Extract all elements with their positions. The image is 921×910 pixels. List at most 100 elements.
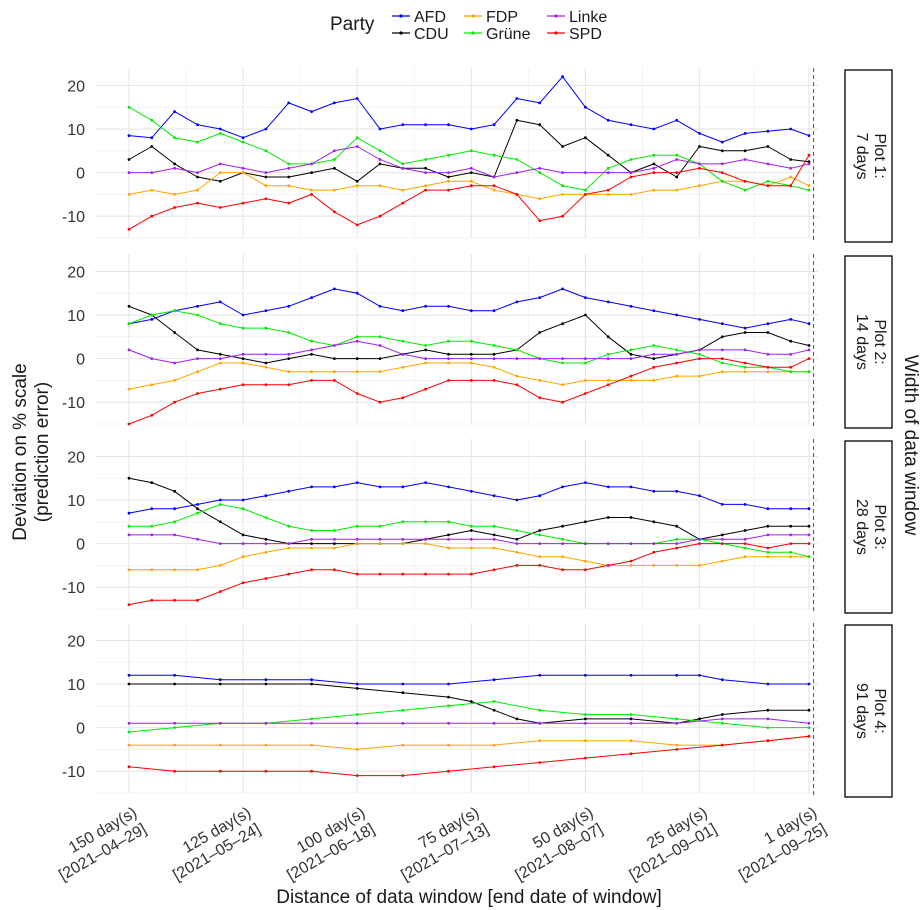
data-point-fdp bbox=[675, 564, 679, 567]
data-point-afd bbox=[424, 304, 427, 308]
data-point-fdp bbox=[333, 188, 336, 192]
data-point-linke bbox=[492, 537, 496, 541]
data-point-cdu bbox=[401, 691, 405, 695]
data-point-cdu bbox=[241, 357, 245, 360]
data-point-linke bbox=[675, 542, 679, 545]
series-linke bbox=[127, 339, 811, 365]
data-point-cdu bbox=[538, 529, 542, 532]
data-point-linke bbox=[447, 171, 450, 175]
data-point-linke bbox=[173, 533, 177, 537]
data-point-spd bbox=[287, 572, 291, 576]
data-point-gr-ne bbox=[492, 344, 496, 347]
series-afd bbox=[127, 287, 811, 330]
data-point-fdp bbox=[492, 546, 496, 550]
data-point-linke bbox=[720, 348, 724, 352]
data-point-cdu bbox=[606, 516, 610, 519]
data-point-linke bbox=[720, 162, 724, 166]
data-point-afd bbox=[264, 309, 268, 313]
legend-label-cdu: CDU bbox=[414, 26, 449, 43]
data-point-gr-ne bbox=[310, 339, 313, 343]
data-point-fdp bbox=[766, 555, 770, 559]
data-point-fdp bbox=[424, 361, 427, 365]
facet-strip-label: 7 days bbox=[853, 132, 870, 179]
data-point-spd bbox=[698, 166, 701, 170]
data-point-gr-ne bbox=[173, 136, 177, 140]
data-point-cdu bbox=[333, 542, 336, 545]
data-point-fdp bbox=[538, 555, 542, 559]
data-point-afd bbox=[766, 682, 770, 686]
data-point-fdp bbox=[424, 184, 427, 188]
data-point-cdu bbox=[173, 489, 177, 493]
legend-label-fdp: FDP bbox=[486, 9, 518, 26]
panel-3: 20 10 0 -10 Plot 3:28 days bbox=[62, 439, 893, 614]
data-point-gr-ne bbox=[492, 700, 496, 703]
data-point-gr-ne bbox=[492, 524, 496, 528]
data-point-cdu bbox=[310, 171, 313, 175]
series-line-afd bbox=[128, 288, 810, 329]
data-point-linke bbox=[515, 542, 519, 545]
data-point-spd bbox=[196, 392, 199, 395]
x-tick: 125 day(s)[2021–05–24] bbox=[170, 804, 263, 884]
data-point-gr-ne bbox=[241, 507, 245, 511]
data-point-afd bbox=[698, 132, 701, 135]
data-point-cdu bbox=[310, 682, 313, 686]
data-point-linke bbox=[218, 162, 222, 166]
data-point-gr-ne bbox=[333, 529, 336, 532]
data-point-cdu bbox=[218, 352, 222, 356]
data-point-fdp bbox=[218, 171, 222, 175]
data-point-afd bbox=[355, 97, 359, 100]
data-point-linke bbox=[515, 171, 519, 175]
y-tick-label: 0 bbox=[76, 721, 85, 738]
data-point-linke bbox=[378, 158, 382, 161]
series-cdu bbox=[127, 682, 811, 725]
data-point-linke bbox=[424, 537, 427, 541]
data-point-gr-ne bbox=[287, 162, 291, 166]
series-gr-ne bbox=[127, 105, 811, 192]
facet-strip bbox=[844, 255, 893, 429]
data-point-fdp bbox=[310, 370, 313, 374]
data-point-afd bbox=[789, 127, 793, 131]
data-point-gr-ne bbox=[538, 171, 542, 175]
data-point-afd bbox=[447, 682, 450, 686]
data-point-afd bbox=[720, 140, 724, 144]
data-point-cdu bbox=[447, 175, 450, 179]
data-point-spd bbox=[310, 379, 313, 382]
data-point-gr-ne bbox=[807, 188, 811, 192]
data-point-cdu bbox=[675, 524, 679, 528]
data-point-spd bbox=[218, 206, 222, 209]
data-point-fdp bbox=[492, 743, 496, 747]
data-point-afd bbox=[310, 110, 313, 113]
data-point-afd bbox=[629, 485, 633, 489]
data-point-afd bbox=[241, 313, 245, 317]
data-point-spd bbox=[720, 542, 724, 545]
data-point-afd bbox=[538, 296, 542, 299]
series-afd bbox=[127, 673, 811, 686]
data-point-spd bbox=[355, 774, 359, 777]
data-point-fdp bbox=[333, 546, 336, 550]
legend-title: Party bbox=[330, 14, 375, 35]
data-point-gr-ne bbox=[447, 520, 450, 524]
data-point-fdp bbox=[469, 179, 473, 183]
x-tick: 150 day(s)[2021–04–29] bbox=[56, 804, 149, 884]
data-point-linke bbox=[675, 721, 679, 725]
data-point-fdp bbox=[310, 743, 313, 747]
data-point-cdu bbox=[196, 175, 199, 179]
data-point-cdu bbox=[264, 682, 268, 686]
data-point-cdu bbox=[743, 149, 747, 153]
data-point-afd bbox=[424, 123, 427, 127]
y-tick-label: 10 bbox=[67, 493, 85, 510]
data-point-fdp bbox=[629, 379, 633, 382]
data-point-linke bbox=[652, 542, 656, 545]
data-point-gr-ne bbox=[218, 503, 222, 506]
data-point-cdu bbox=[218, 520, 222, 524]
data-point-spd bbox=[173, 400, 177, 404]
series-fdp bbox=[127, 542, 811, 572]
data-point-afd bbox=[401, 682, 405, 686]
data-point-afd bbox=[333, 287, 336, 291]
y-tick-label: -10 bbox=[62, 764, 85, 781]
data-point-cdu bbox=[333, 166, 336, 170]
data-point-linke bbox=[218, 542, 222, 545]
data-point-gr-ne bbox=[629, 348, 633, 352]
data-point-fdp bbox=[264, 743, 268, 747]
data-point-spd bbox=[333, 379, 336, 382]
